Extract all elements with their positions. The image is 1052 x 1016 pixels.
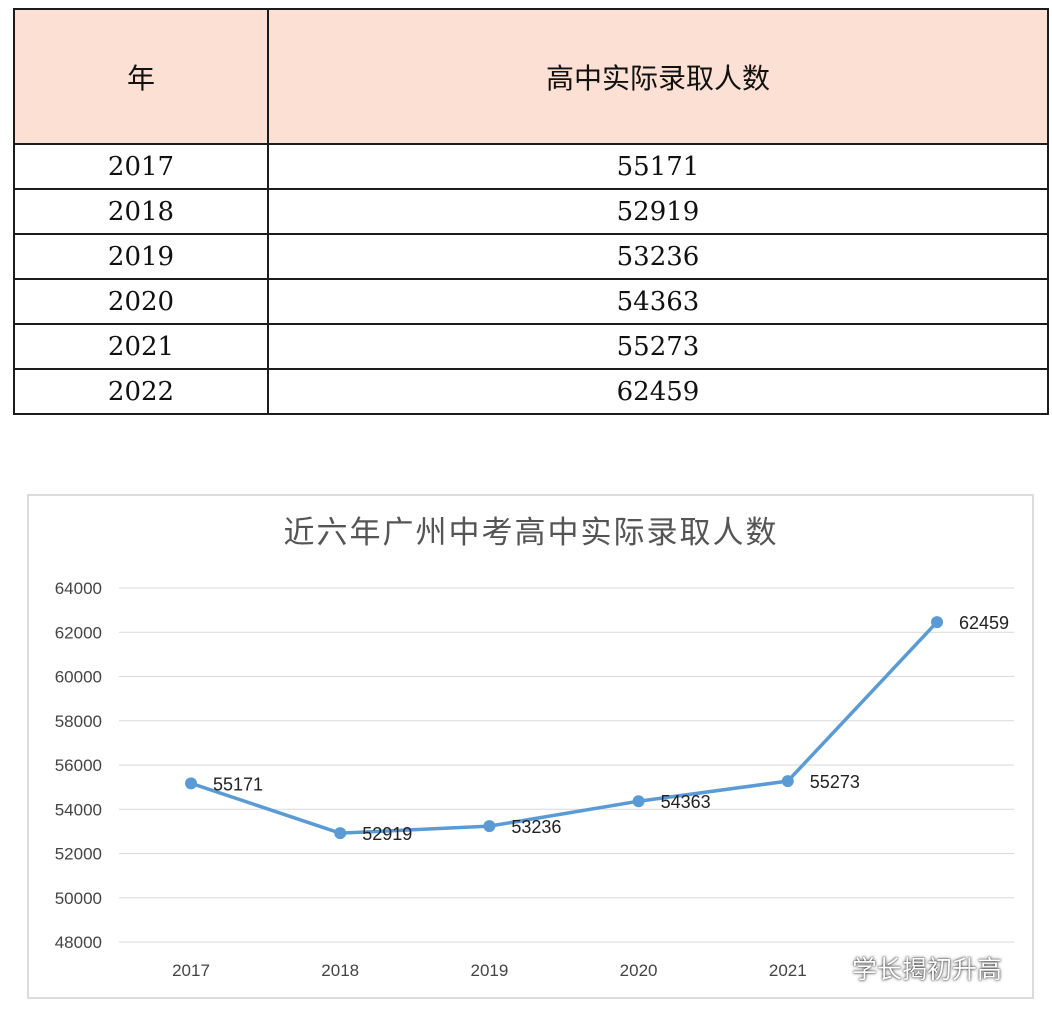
y-tick-label: 56000 — [55, 756, 102, 775]
table-row: 2018 52919 — [13, 188, 1049, 235]
row-count: 55171 — [267, 143, 1049, 190]
row-count: 52919 — [267, 188, 1049, 235]
header-admission-count: 高中实际录取人数 — [267, 8, 1049, 145]
line-chart: 近六年广州中考高中实际录取人数 64000 62000 60000 58000 5600… — [55, 515, 1014, 980]
x-tick-label: 2018 — [321, 961, 359, 980]
data-label: 54363 — [661, 792, 711, 812]
data-point — [334, 827, 347, 840]
table-row: 2017 55171 — [13, 143, 1049, 190]
x-tick-label: 2019 — [470, 961, 508, 980]
x-axis-ticks: 2017 2018 2019 2020 2021 — [172, 961, 807, 980]
y-tick-label: 48000 — [55, 933, 102, 952]
data-point — [931, 616, 943, 629]
row-year: 2017 — [13, 143, 269, 190]
y-tick-label: 64000 — [55, 579, 102, 598]
y-tick-label: 54000 — [55, 800, 102, 819]
data-label: 55171 — [213, 774, 263, 794]
y-tick-label: 62000 — [55, 623, 102, 642]
y-tick-label: 52000 — [55, 845, 102, 864]
row-year: 2019 — [13, 233, 269, 280]
row-year: 2021 — [13, 323, 269, 370]
x-tick-label: 2021 — [769, 961, 807, 980]
table-row: 2022 62459 — [13, 368, 1049, 415]
y-tick-label: 58000 — [55, 712, 102, 731]
table-row: 2021 55273 — [13, 323, 1049, 370]
x-tick-label: 2020 — [620, 961, 658, 980]
data-label: 53236 — [511, 817, 561, 837]
series-line — [190, 620, 939, 835]
data-point — [185, 777, 197, 790]
data-labels: 55171 52919 53236 54363 55273 62459 — [213, 613, 1009, 844]
row-year: 2022 — [13, 368, 269, 415]
row-count: 53236 — [267, 233, 1049, 280]
data-label: 55273 — [810, 772, 860, 792]
grid-lines — [119, 587, 1014, 943]
data-points — [185, 616, 943, 840]
data-label: 52919 — [362, 824, 412, 844]
table-row: 2019 53236 — [13, 233, 1049, 280]
row-count: 54363 — [267, 278, 1049, 325]
header-year: 年 — [13, 8, 269, 145]
y-axis-ticks: 64000 62000 60000 58000 56000 54000 52000 50000… — [55, 579, 102, 952]
watermark-text: 学长揭初升高 — [852, 955, 1003, 984]
series-polyline — [190, 620, 939, 835]
table-row: 2020 54363 — [13, 278, 1049, 325]
y-tick-label: 50000 — [55, 889, 102, 908]
wechat-icon — [818, 957, 844, 978]
row-year: 2018 — [13, 188, 269, 235]
x-tick-label: 2017 — [172, 961, 210, 980]
watermark: 学长揭初升高 — [818, 950, 1002, 986]
admissions-table: 年 高中实际录取人数 2017 55171 2018 52919 2019 53… — [13, 8, 1049, 415]
table-header-row: 年 高中实际录取人数 — [13, 8, 1049, 145]
row-year: 2020 — [13, 278, 269, 325]
data-label: 62459 — [959, 613, 1009, 633]
data-point — [781, 775, 794, 788]
chart-area: 近六年广州中考高中实际录取人数 64000 62000 60000 58000 5600… — [27, 494, 1034, 999]
data-point — [632, 795, 645, 808]
data-point — [483, 820, 496, 833]
row-count: 55273 — [267, 323, 1049, 370]
chart-title: 近六年广州中考高中实际录取人数 — [284, 515, 779, 551]
row-count: 62459 — [267, 368, 1049, 415]
y-tick-label: 60000 — [55, 668, 102, 687]
